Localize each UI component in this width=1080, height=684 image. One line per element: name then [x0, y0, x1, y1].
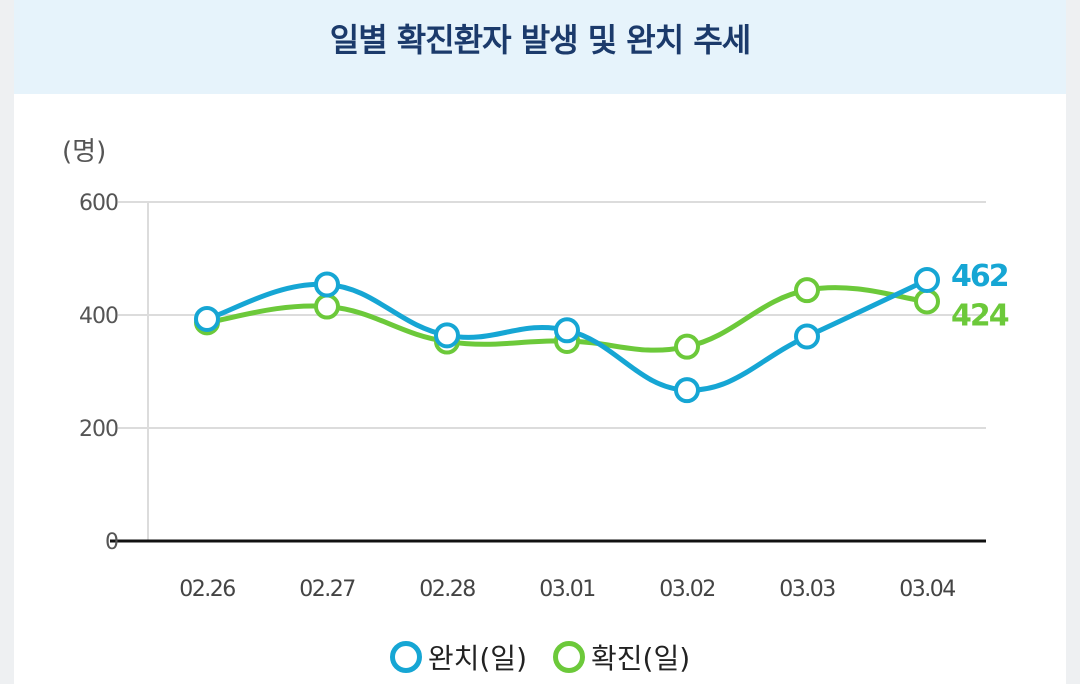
x-tick-label: 02.26 — [179, 577, 235, 602]
legend-label-confirmed: 확진(일) — [591, 642, 691, 675]
data-point[interactable] — [434, 322, 460, 349]
x-tick-label: 02.27 — [299, 577, 355, 602]
data-point[interactable] — [794, 277, 820, 304]
y-axis-ticks: 0 200 400 600 — [79, 191, 119, 555]
data-point[interactable] — [914, 266, 940, 293]
data-point[interactable] — [554, 317, 580, 344]
x-tick-label: 03.03 — [779, 577, 835, 602]
data-point[interactable] — [794, 323, 820, 350]
y-tick-label: 200 — [79, 417, 118, 442]
legend-item-recovered[interactable]: 완치(일) — [389, 637, 527, 677]
y-tick-label: 600 — [79, 191, 118, 216]
legend-label-recovered: 완치(일) — [427, 642, 527, 675]
end-value-label: 424 — [951, 298, 1009, 333]
x-tick-label: 03.01 — [539, 577, 594, 602]
end-value-label: 462 — [951, 259, 1008, 294]
legend: 완치(일) 확진(일) — [0, 630, 1080, 684]
data-point[interactable] — [674, 377, 700, 404]
chart-card: 일별 확진환자 발생 및 완치 추세 — [14, 0, 1066, 684]
chart-title: 일별 확진환자 발생 및 완치 추세 — [329, 21, 751, 59]
x-tick-label: 03.02 — [659, 577, 714, 602]
grid-lines — [110, 201, 986, 543]
y-tick-label: 400 — [79, 304, 118, 329]
data-point[interactable] — [914, 288, 940, 315]
legend-marker-recovered — [389, 641, 422, 673]
data-point[interactable] — [194, 305, 220, 332]
y-axis-unit: (명) — [62, 137, 106, 167]
x-tick-label: 02.28 — [419, 577, 475, 602]
legend-item-confirmed[interactable]: 확진(일) — [553, 637, 690, 677]
legend-marker-confirmed — [553, 641, 585, 673]
data-point[interactable] — [674, 333, 700, 360]
chart-header: 일별 확진환자 발생 및 완치 추세 — [14, 0, 1066, 94]
data-point[interactable] — [314, 271, 340, 298]
x-tick-label: 03.04 — [899, 577, 955, 602]
data-point[interactable] — [314, 293, 340, 320]
x-axis-ticks: 02.26 02.27 02.28 03.01 03.02 03.03 03.04 — [179, 577, 956, 602]
y-tick-label: 0 — [105, 530, 118, 555]
series-group — [194, 266, 940, 404]
